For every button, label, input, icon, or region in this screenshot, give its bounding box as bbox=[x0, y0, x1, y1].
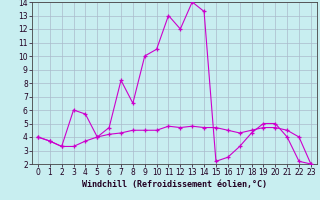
X-axis label: Windchill (Refroidissement éolien,°C): Windchill (Refroidissement éolien,°C) bbox=[82, 180, 267, 189]
